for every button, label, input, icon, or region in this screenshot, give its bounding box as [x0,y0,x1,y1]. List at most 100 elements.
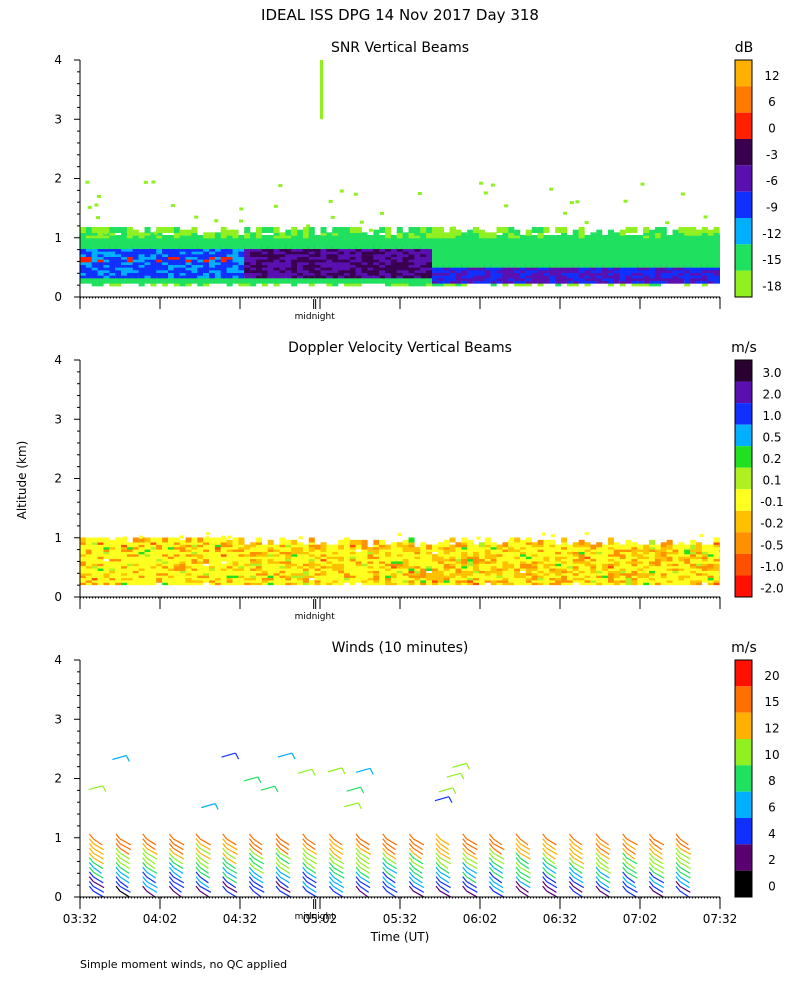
colorbar-swatch [735,686,752,713]
y-axis-label: Altitude (km) [15,441,29,520]
x-tick-label: 06:02 [463,912,498,926]
colorbar-label: 0.5 [762,431,781,445]
y-tick-label: 2 [54,472,62,486]
y-tick-label: 1 [54,831,62,845]
colorbar-label: -1.0 [760,560,783,574]
x-tick-label: 05:02 [303,912,338,926]
colorbar-swatch [735,765,752,792]
y-tick-label: 4 [54,53,62,67]
colorbar-label: 15 [764,695,779,709]
colorbar-label: 2.0 [762,387,781,401]
snr-panel: SNR Vertical Beams01234midnightdB1260-3-… [54,40,781,322]
colorbar-swatch [735,218,752,245]
midnight-label: midnight [295,312,336,322]
colorbar-swatch [735,244,752,271]
y-tick-label: 0 [54,890,62,904]
colorbar-swatch [735,818,752,845]
panel-title: Winds (10 minutes) [332,640,469,656]
colorbar-label: 4 [768,827,776,841]
colorbar-swatch [735,870,752,897]
x-tick-label: 04:02 [143,912,178,926]
colorbar-label: -0.1 [760,495,783,509]
colorbar-swatch [735,60,752,87]
colorbar-swatch [735,360,752,382]
colorbar-label: 20 [764,669,779,683]
colorbar-label: 3.0 [762,366,781,380]
colorbar-swatch [735,381,752,404]
y-tick-label: 0 [54,590,62,604]
colorbar-swatch [735,86,752,113]
y-tick-label: 3 [54,112,62,126]
plot-area [88,752,692,897]
colorbar-label: 8 [768,774,776,788]
colorbar-label: -12 [762,227,782,241]
colorbar-label: -0.5 [760,538,783,552]
y-tick-label: 4 [54,353,62,367]
panel-title: SNR Vertical Beams [331,40,469,56]
y-tick-label: 0 [54,290,62,304]
colorbar-label: 12 [764,721,779,735]
colorbar-frame [734,359,753,598]
panel-title: Doppler Velocity Vertical Beams [288,340,512,356]
x-tick-label: 04:32 [223,912,258,926]
x-tick-label: 07:02 [623,912,658,926]
colorbar-swatch [735,112,752,139]
colorbar-swatch [735,139,752,166]
colorbar-swatch [735,791,752,818]
colorbar-label: 0.1 [762,474,781,488]
colorbar-swatch [735,467,752,490]
colorbar-label: -18 [762,279,782,293]
colorbar-frame [734,59,753,298]
colorbar-label: 12 [764,69,779,83]
colorbar-label: -15 [762,253,782,267]
colorbar-swatch [735,844,752,871]
doppler-panel: Doppler Velocity Vertical Beams 0 1 2 3 4 midn… [54,340,783,622]
colorbar-swatch [735,403,752,425]
colorbar-swatch [735,712,752,739]
colorbar-units: m/s [731,340,757,356]
colorbar-swatch [735,446,752,468]
colorbar-frame [734,659,753,898]
y-tick-label: 2 [54,772,62,786]
y-tick-label: 2 [54,172,62,186]
colorbar-label: 0.2 [762,452,781,466]
colorbar-label: 10 [764,748,779,762]
colorbar-swatch [735,553,752,576]
colorbar-swatch [735,660,752,687]
x-tick-label: 06:32 [543,912,578,926]
colorbar-label: -2.0 [760,581,783,595]
colorbar-label: 1.0 [762,409,781,423]
colorbar-label: 6 [768,95,776,109]
x-axis-label: Time (UT) [370,930,430,944]
colorbar-label: 0 [768,879,776,893]
colorbar-label: 2 [768,853,776,867]
colorbar-swatch [735,510,752,533]
colorbar-swatch [735,165,752,192]
colorbar-label: -6 [766,174,778,188]
plot-area [80,60,720,287]
colorbar-units: m/s [731,640,757,656]
colorbar-swatch [735,575,752,597]
figure-title: IDEAL ISS DPG 14 Nov 2017 Day 318 [261,6,539,24]
y-tick-label: 1 [54,231,62,245]
colorbar-label: 6 [768,800,776,814]
colorbar-swatch [735,739,752,766]
colorbar-label: -9 [766,200,778,214]
midnight-label: midnight [295,912,336,922]
colorbar-swatch [735,191,752,218]
colorbar-units: dB [735,40,754,56]
footer-note: Simple moment winds, no QC applied [80,958,288,971]
x-tick-label: 03:32 [63,912,98,926]
y-tick-label: 3 [54,712,62,726]
colorbar-label: 0 [768,121,776,135]
colorbar-swatch [735,489,752,511]
x-tick-label: 07:32 [703,912,738,926]
colorbar-label: -0.2 [760,517,783,531]
colorbar-swatch [735,270,752,297]
colorbar-swatch [735,532,752,554]
x-tick-label: 05:32 [383,912,418,926]
y-tick-label: 4 [54,653,62,667]
plot-area [80,532,720,586]
midnight-label: midnight [295,612,336,622]
